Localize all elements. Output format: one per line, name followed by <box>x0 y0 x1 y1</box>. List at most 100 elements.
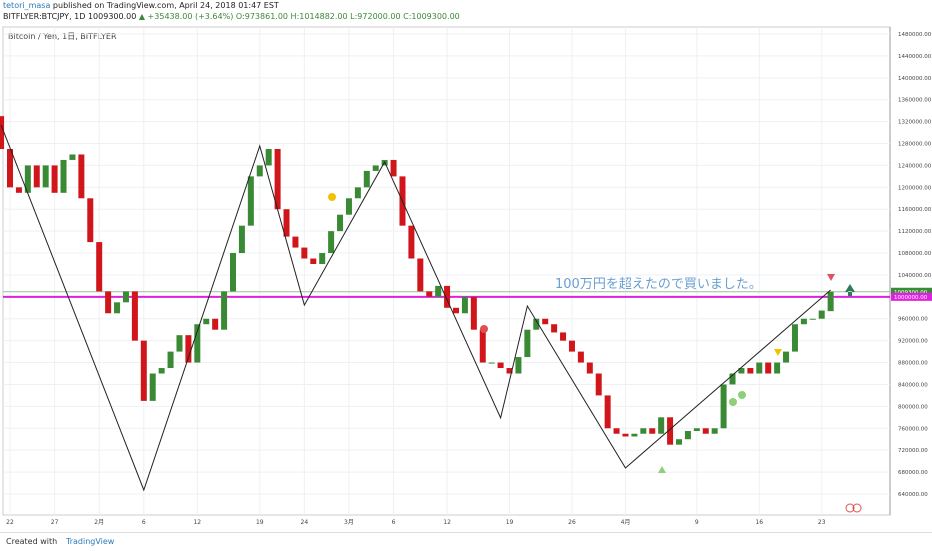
candle-body <box>15 187 22 193</box>
ohlc: O:973861.00 H:1014882.00 L:972000.00 C:1… <box>235 12 460 21</box>
signal <box>845 284 855 296</box>
candle-body <box>283 209 290 237</box>
candle-body <box>345 198 352 215</box>
chart: Bitcoin / Yen, 1日, BITFLYER 100万円を超えたので買… <box>0 26 932 526</box>
candle-body <box>568 340 575 352</box>
candle-body <box>515 357 522 374</box>
candle-body <box>667 417 674 445</box>
candle-body <box>42 165 49 188</box>
candle-body <box>622 433 629 437</box>
candle-body <box>488 362 495 364</box>
candle-body <box>426 291 433 297</box>
published: published on TradingView.com, April 24, … <box>52 1 279 10</box>
y-tick-label: 640000.00 <box>898 492 928 498</box>
candle-body <box>497 362 504 369</box>
x-tick-label: 12 <box>443 519 451 526</box>
candle-body <box>560 332 567 341</box>
candle-body <box>238 225 245 254</box>
candle-body <box>595 373 602 396</box>
x-tick-label: 6 <box>142 519 146 526</box>
logo <box>852 503 862 513</box>
y-tick-label: 1280000.00 <box>898 142 932 148</box>
candle-body <box>105 291 112 314</box>
y-tick-label: 680000.00 <box>898 470 928 476</box>
y-tick-label: 1240000.00 <box>898 163 932 169</box>
y-tick-label: 1400000.00 <box>898 76 932 82</box>
candle-body <box>524 329 531 358</box>
candle-body <box>693 428 700 432</box>
y-tick-label: 880000.00 <box>898 361 928 367</box>
price-label: 1009300.00 <box>894 290 928 296</box>
candle-body <box>24 165 31 193</box>
candle-body <box>827 291 834 312</box>
candle-body <box>729 373 736 385</box>
candle-body <box>765 362 772 374</box>
candle-body <box>791 324 798 352</box>
candle-body <box>551 324 558 333</box>
y-tick-label: 840000.00 <box>898 382 928 388</box>
candle-body <box>265 149 272 166</box>
candle-body <box>676 439 682 445</box>
candle-body <box>328 231 335 254</box>
x-tick-label: 3月 <box>344 519 354 526</box>
signal <box>774 349 782 356</box>
candle-body <box>542 318 549 325</box>
signal <box>480 325 488 333</box>
candle-body <box>453 307 459 314</box>
x-tick-label: 23 <box>818 519 826 526</box>
candle-body <box>479 329 486 363</box>
candle-body <box>684 431 691 440</box>
candle-body <box>274 149 281 210</box>
candle-body <box>33 165 40 188</box>
candle-body <box>809 318 816 320</box>
y-tick-label: 920000.00 <box>898 339 928 345</box>
signal <box>738 391 746 399</box>
candle-body <box>604 395 611 429</box>
candle-body <box>577 351 584 363</box>
candle-body <box>256 165 263 177</box>
candle-body <box>78 154 85 199</box>
brand[interactable]: TradingView <box>66 537 115 546</box>
candle-body <box>631 433 638 437</box>
price-label: 1000000.00 <box>894 295 928 301</box>
x-tick-label: 12 <box>193 519 201 526</box>
candle-body <box>87 198 94 243</box>
candle-body <box>702 428 709 434</box>
candle-body <box>194 324 201 363</box>
candle-body <box>408 225 415 259</box>
candle-body <box>319 253 326 264</box>
candle-body <box>167 351 174 369</box>
candle-body <box>390 159 397 177</box>
candle-body <box>212 318 219 330</box>
candle-body <box>774 362 781 374</box>
candle-body <box>649 428 656 434</box>
candle-body <box>176 335 183 352</box>
y-tick-label: 760000.00 <box>898 426 928 432</box>
candle-body <box>292 236 299 248</box>
candle-body <box>711 428 718 434</box>
candle-body <box>444 285 451 308</box>
candle-body <box>747 368 754 374</box>
candle-body <box>640 428 647 434</box>
x-tick-label: 4月 <box>621 519 631 526</box>
candle-body <box>506 368 513 374</box>
candle-body <box>131 291 138 341</box>
annotation: 100万円を超えたので買いました。 <box>555 277 762 292</box>
y-tick-label: 720000.00 <box>898 448 928 454</box>
candle-body <box>738 368 745 374</box>
candle-body <box>354 187 361 199</box>
candle-body <box>756 362 763 374</box>
y-tick-label: 1320000.00 <box>898 120 932 126</box>
candle-body <box>114 302 121 314</box>
y-tick-label: 1200000.00 <box>898 185 932 191</box>
candle-body <box>613 428 620 434</box>
change: ▲ +35438.00 (+3.64%) <box>138 12 234 21</box>
candle-body <box>658 417 665 434</box>
x-tick-label: 9 <box>695 519 699 526</box>
x-tick-label: 26 <box>568 519 576 526</box>
x-tick-label: 22 <box>6 519 14 526</box>
signal <box>658 466 666 473</box>
author[interactable]: tetori_masa <box>3 1 51 10</box>
candle-body <box>435 285 442 297</box>
